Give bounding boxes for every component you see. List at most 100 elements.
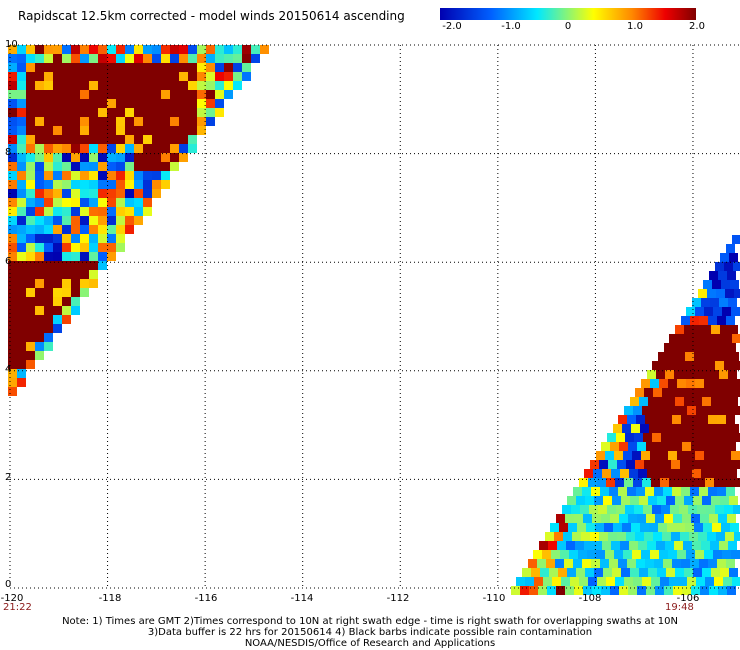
swath-cell [206, 54, 215, 63]
swath-cell [62, 288, 71, 297]
swath-cell [179, 99, 188, 108]
swath-cell [627, 559, 636, 568]
swath-cell [224, 90, 233, 99]
swath-cell [134, 72, 143, 81]
swath-cell [80, 45, 89, 54]
swath-cell [692, 469, 701, 478]
swath-cell [661, 433, 670, 442]
swath-cell [673, 343, 682, 352]
lon-label-118: -118 [98, 593, 122, 604]
swath-cell [107, 90, 116, 99]
swath-cell [725, 460, 734, 469]
swath-cell [734, 532, 740, 541]
swath-cell [116, 45, 125, 54]
swath-cell [716, 289, 725, 298]
swath-cell [637, 442, 646, 451]
swath-cell [44, 324, 53, 333]
swath-cell [731, 307, 740, 316]
swath-cell [26, 63, 35, 72]
swath-cell [35, 135, 44, 144]
swath-cell [53, 117, 62, 126]
swath-cell [657, 496, 666, 505]
swath-cell [613, 523, 622, 532]
swath-cell [693, 568, 702, 577]
swath-cell [134, 207, 143, 216]
lat-label-4: 4 [5, 364, 12, 375]
swath-cell [655, 586, 664, 595]
swath-cell [35, 198, 44, 207]
swath-cell [71, 225, 80, 234]
swath-cell [643, 505, 652, 514]
swath-cell [53, 315, 62, 324]
swath-cell [634, 505, 643, 514]
swath-cell [710, 541, 719, 550]
swath-cell [633, 577, 642, 586]
swath-cell [89, 63, 98, 72]
swath-cell [644, 532, 653, 541]
swath-cell [708, 487, 717, 496]
swath-cell [618, 559, 627, 568]
swath-cell [668, 451, 677, 460]
swath-cell [143, 135, 152, 144]
swath-cell [682, 442, 691, 451]
swath-cell [8, 90, 17, 99]
swath-cell [691, 514, 700, 523]
swath-cell [62, 297, 71, 306]
map-title: Rapidscat 12.5km corrected - model winds… [18, 9, 405, 23]
swath-cell [17, 54, 26, 63]
swath-cell [35, 207, 44, 216]
swath-cell [691, 586, 700, 595]
swath-cell [89, 90, 98, 99]
swath-cell [724, 433, 733, 442]
swath-cell [727, 514, 736, 523]
swath-cell [706, 433, 715, 442]
swath-cell [53, 45, 62, 54]
swath-cell [732, 406, 740, 415]
swath-cell [62, 225, 71, 234]
swath-cell [549, 568, 558, 577]
swath-cell [107, 45, 116, 54]
swath-cell [680, 532, 689, 541]
swath-cell [251, 45, 260, 54]
swath-cell [606, 478, 615, 487]
swath-cell [537, 559, 546, 568]
swath-cell [116, 162, 125, 171]
swath-cell [197, 99, 206, 108]
swath-cell [677, 379, 686, 388]
swath-cell [44, 45, 53, 54]
swath-cell [599, 532, 608, 541]
swath-cell [548, 541, 557, 550]
swath-cell [592, 586, 601, 595]
swath-cell [698, 460, 707, 469]
swath-cell [71, 189, 80, 198]
swath-cell [116, 117, 125, 126]
swath-cell [733, 505, 740, 514]
swath-cell [712, 523, 721, 532]
swath-cell [647, 469, 656, 478]
swath-cell [71, 288, 80, 297]
swath-cell [134, 144, 143, 153]
swath-cell [152, 162, 161, 171]
swath-cell [71, 144, 80, 153]
swath-cell [666, 496, 675, 505]
swath-cell [586, 523, 595, 532]
swath-cell [640, 523, 649, 532]
lat-label-8: 8 [5, 147, 12, 158]
swath-cell [701, 541, 710, 550]
swath-cell [701, 370, 710, 379]
swath-cell [623, 451, 632, 460]
swath-cell [62, 99, 71, 108]
swath-cell [17, 225, 26, 234]
swath-cell [17, 198, 26, 207]
swath-cell [107, 108, 116, 117]
swath-cell [44, 207, 53, 216]
swath-cell [80, 81, 89, 90]
swath-cell [17, 99, 26, 108]
swath-cell [525, 577, 534, 586]
swath-cell [729, 568, 738, 577]
swath-cell [601, 442, 610, 451]
swath-cell [8, 108, 17, 117]
lon-label-106: -106 [676, 593, 700, 604]
swath-cell [689, 532, 698, 541]
swath-cell [80, 279, 89, 288]
